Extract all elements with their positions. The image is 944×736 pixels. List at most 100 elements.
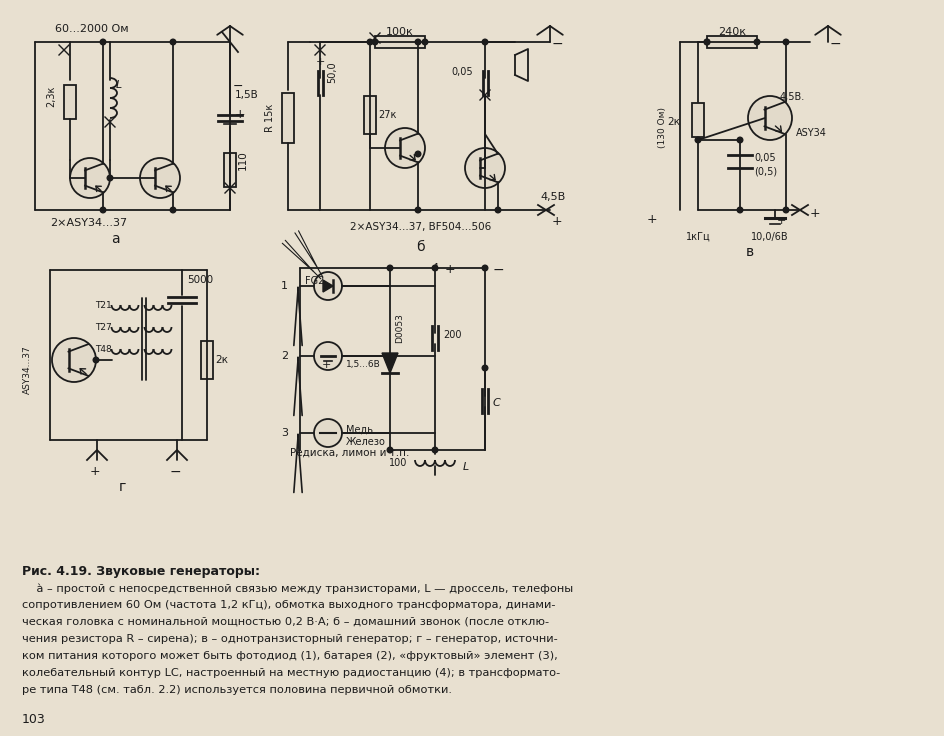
Text: +: + xyxy=(445,263,456,276)
Circle shape xyxy=(704,39,710,45)
Text: 2: 2 xyxy=(281,351,288,361)
Circle shape xyxy=(482,39,488,45)
Circle shape xyxy=(432,447,438,453)
Text: R 15к: R 15к xyxy=(265,104,275,132)
Text: чения резистора R – сирена); в – однотранзисторный генератор; г – генератор, ист: чения резистора R – сирена); в – однотра… xyxy=(22,634,558,644)
Text: ASY34: ASY34 xyxy=(796,128,827,138)
Text: 27к: 27к xyxy=(378,110,396,120)
Text: 4: 4 xyxy=(431,263,439,273)
Circle shape xyxy=(482,265,488,271)
Circle shape xyxy=(367,39,373,45)
Circle shape xyxy=(372,39,378,45)
Text: 1,5В: 1,5В xyxy=(235,90,259,100)
Circle shape xyxy=(737,208,743,213)
Circle shape xyxy=(314,419,342,447)
Text: 5000: 5000 xyxy=(187,275,213,285)
Circle shape xyxy=(140,158,180,198)
Text: г: г xyxy=(118,480,126,494)
Text: 2к: 2к xyxy=(667,117,680,127)
Text: C: C xyxy=(493,398,500,408)
Text: 1,5...6В: 1,5...6В xyxy=(346,360,380,369)
Text: 4,5В.: 4,5В. xyxy=(780,92,805,102)
Text: (0,5): (0,5) xyxy=(754,166,777,176)
Text: 100: 100 xyxy=(389,458,407,468)
Circle shape xyxy=(100,39,106,45)
Text: L: L xyxy=(116,80,123,90)
Text: ком питания которого может быть фотодиод (1), батарея (2), «фруктовый» элемент (: ком питания которого может быть фотодиод… xyxy=(22,651,558,661)
Text: 10,0/6В: 10,0/6В xyxy=(751,232,789,242)
Circle shape xyxy=(695,137,700,143)
Circle shape xyxy=(784,39,789,45)
Text: D0053: D0053 xyxy=(395,313,404,343)
Text: ческая головка с номинальной мощностью 0,2 В·А; б – домашний звонок (после отклю: ческая головка с номинальной мощностью 0… xyxy=(22,617,549,627)
Circle shape xyxy=(170,208,176,213)
Circle shape xyxy=(496,208,501,213)
Bar xyxy=(64,85,76,119)
Text: FG2: FG2 xyxy=(305,276,325,286)
Text: +: + xyxy=(647,213,657,226)
Text: 60...2000 Ом: 60...2000 Ом xyxy=(55,24,128,34)
Text: 0,05: 0,05 xyxy=(451,67,473,77)
Text: +: + xyxy=(235,108,245,121)
Text: 2×ASY34...37, BF504...506: 2×ASY34...37, BF504...506 xyxy=(350,222,491,232)
Circle shape xyxy=(108,175,112,181)
Polygon shape xyxy=(323,280,333,292)
Text: Рис. 4.19. Звуковые генераторы:: Рис. 4.19. Звуковые генераторы: xyxy=(22,565,260,578)
Text: Редиска, лимон и т.п.: Редиска, лимон и т.п. xyxy=(290,448,410,458)
Circle shape xyxy=(704,39,710,45)
Circle shape xyxy=(465,148,505,188)
Text: 1кГц: 1кГц xyxy=(685,232,711,242)
Circle shape xyxy=(385,128,425,168)
Text: +: + xyxy=(777,216,786,226)
Circle shape xyxy=(170,39,176,45)
Bar xyxy=(224,153,236,187)
Text: 3: 3 xyxy=(281,428,288,438)
Circle shape xyxy=(314,342,342,370)
Text: +: + xyxy=(810,207,820,220)
Circle shape xyxy=(415,151,421,157)
Text: +: + xyxy=(316,57,326,67)
Circle shape xyxy=(314,272,342,300)
Text: +: + xyxy=(322,360,331,370)
Bar xyxy=(692,103,704,137)
Text: 50,0: 50,0 xyxy=(327,61,337,83)
Text: 4,5В: 4,5В xyxy=(540,192,565,202)
Text: б: б xyxy=(415,240,424,254)
Circle shape xyxy=(748,96,792,140)
Text: 200: 200 xyxy=(443,330,462,340)
Text: ре типа Т48 (см. табл. 2.2) используется половина первичной обмотки.: ре типа Т48 (см. табл. 2.2) используется… xyxy=(22,685,452,695)
Text: а: а xyxy=(110,232,119,246)
Text: T48: T48 xyxy=(95,344,112,353)
Text: в: в xyxy=(746,245,754,259)
Bar xyxy=(201,341,213,379)
Text: 0,05: 0,05 xyxy=(754,153,776,163)
Circle shape xyxy=(387,447,393,453)
Bar xyxy=(282,93,294,143)
Text: L: L xyxy=(463,462,469,472)
Text: 100к: 100к xyxy=(386,27,413,37)
Text: T21: T21 xyxy=(95,300,112,310)
Text: сопротивлением 60 Ом (частота 1,2 кГц), обмотка выходного трансформатора, динами: сопротивлением 60 Ом (частота 1,2 кГц), … xyxy=(22,600,555,610)
Text: колебательный контур LC, настроенный на местную радиостанцию (4); в трансформато: колебательный контур LC, настроенный на … xyxy=(22,668,560,678)
Text: 1: 1 xyxy=(281,281,288,291)
Text: (130 Ом): (130 Ом) xyxy=(658,107,666,149)
Bar xyxy=(707,36,757,48)
Text: 2×ASY34...37: 2×ASY34...37 xyxy=(50,218,127,228)
Circle shape xyxy=(415,39,421,45)
Text: 2,3к: 2,3к xyxy=(46,85,56,107)
Text: +: + xyxy=(90,465,101,478)
Polygon shape xyxy=(382,353,398,373)
Text: −: − xyxy=(493,263,505,277)
Text: −: − xyxy=(233,80,244,93)
Text: −: − xyxy=(552,37,564,51)
Circle shape xyxy=(737,137,743,143)
Text: −: − xyxy=(830,37,842,51)
Circle shape xyxy=(415,208,421,213)
Circle shape xyxy=(482,365,488,371)
Text: +: + xyxy=(552,215,563,228)
Text: à – простой с непосредственной связью между транзисторами, L — дроссель, телефон: à – простой с непосредственной связью ме… xyxy=(22,583,573,593)
Text: 240к: 240к xyxy=(718,27,746,37)
Circle shape xyxy=(387,265,393,271)
Circle shape xyxy=(52,338,96,382)
Text: 110: 110 xyxy=(238,150,248,170)
